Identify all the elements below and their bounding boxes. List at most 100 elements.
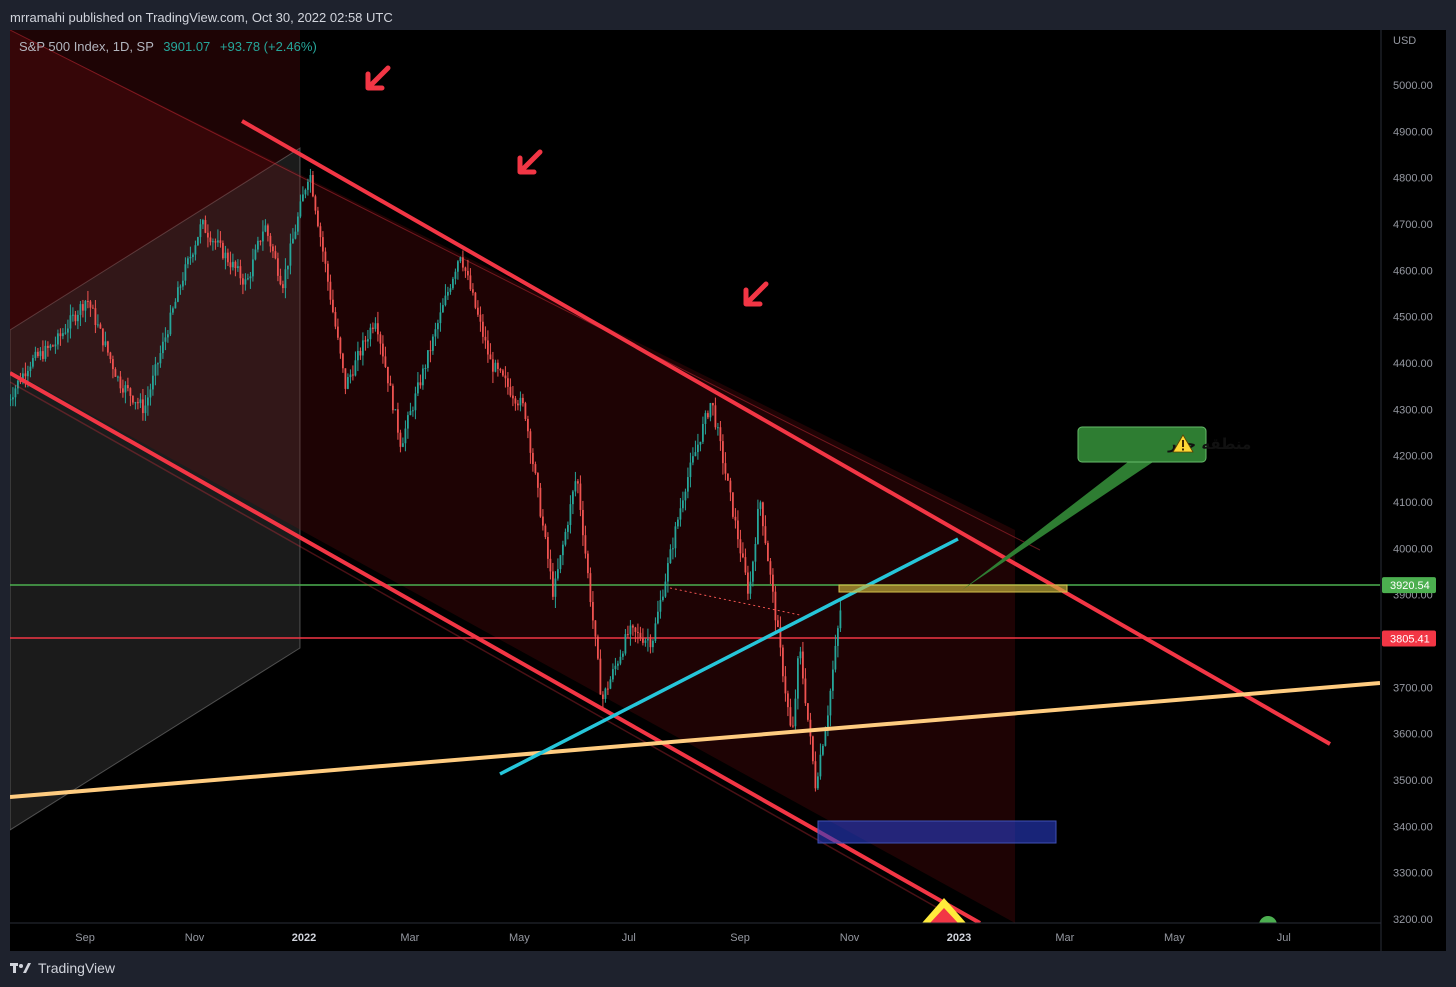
candle-body (667, 563, 669, 582)
candle-body (312, 175, 314, 197)
candle-body (604, 688, 607, 700)
time-tick-label: 2022 (292, 932, 316, 944)
time-tick-label: May (509, 932, 530, 944)
price-tick-label: 4200.00 (1393, 451, 1433, 463)
candle-body (199, 224, 202, 238)
candle-body (652, 640, 654, 648)
candle-body (547, 536, 549, 559)
candle-body (134, 402, 137, 404)
candle-body (719, 427, 722, 442)
candle-body (627, 634, 629, 636)
candle-body (672, 548, 674, 550)
candle-body (227, 252, 229, 263)
candle-body (427, 350, 429, 369)
candle-body (692, 456, 694, 463)
candle-body (639, 632, 642, 639)
candle-body (514, 398, 517, 404)
tradingview-logo-icon (10, 963, 31, 973)
candle-body (29, 366, 32, 371)
candle-body (697, 444, 699, 453)
candle-body (752, 561, 754, 582)
price-axis[interactable]: 5000.00 4900.00 4800.00 4700.00 4600.00 4500.… (1393, 80, 1433, 926)
candle-body (782, 647, 784, 677)
candle-body (394, 409, 397, 411)
candle-body (402, 443, 404, 447)
green-dot-marker (1259, 916, 1277, 923)
candle-body (649, 639, 652, 648)
candle-body (222, 242, 224, 259)
candle-body (129, 388, 132, 396)
candle-body (784, 676, 787, 694)
candle-body (832, 669, 834, 691)
candle-body (529, 431, 532, 453)
candle-body (207, 232, 209, 238)
candle-body (709, 403, 712, 418)
candle-body (747, 572, 749, 594)
candle-body (382, 343, 384, 357)
candle-body (147, 397, 149, 406)
candle-body (829, 690, 832, 716)
candle-body (517, 403, 519, 406)
candle-body (457, 261, 459, 272)
candle-body (662, 596, 664, 601)
candle-body (467, 270, 469, 276)
candle-body (434, 329, 437, 337)
candle-body (694, 452, 697, 457)
candle-body (817, 776, 819, 789)
candle-body (42, 351, 44, 359)
candle-body (772, 574, 774, 592)
time-tick-label: Sep (75, 932, 95, 944)
candle-body (324, 251, 327, 264)
candle-body (722, 441, 724, 464)
tradingview-logo[interactable]: TradingView (10, 960, 115, 976)
candle-body (94, 308, 97, 325)
candle-body (369, 327, 372, 340)
time-tick-label: Mar (400, 932, 419, 944)
candle-body (764, 526, 767, 544)
candle-body (102, 328, 104, 346)
candle-body (314, 196, 317, 211)
candle-body (449, 288, 452, 292)
price-tick-label: 4900.00 (1393, 126, 1433, 138)
candle-body (89, 301, 92, 308)
candle-body (82, 304, 84, 311)
candle-body (279, 275, 282, 285)
candle-body (202, 220, 204, 225)
candle-body (387, 366, 389, 384)
candle-body (299, 201, 302, 217)
price-tag: 3805.41 (1382, 630, 1436, 647)
candle-body (674, 526, 677, 549)
candle-body (417, 382, 419, 394)
time-axis[interactable]: Sep Nov 2022 Mar May Jul Sep Nov 2023 Mar May Jul (75, 932, 1291, 944)
candle-body (557, 569, 559, 579)
candle-body (679, 508, 682, 520)
candle-body (499, 368, 502, 371)
price-tick-label: 4500.00 (1393, 312, 1433, 324)
candle-body (182, 280, 184, 287)
candle-body (682, 500, 684, 509)
candle-body (267, 225, 269, 236)
chart-canvas[interactable]: منطقه حذر USD 5000.00 4900.00 4800.00 4700.… (10, 30, 1446, 951)
candle-body (49, 345, 52, 348)
candle-body (567, 524, 569, 532)
caution-callout[interactable]: منطقه حذر (1077, 426, 1251, 463)
candle-body (364, 340, 367, 342)
candle-body (589, 573, 592, 602)
candle-body (554, 578, 557, 597)
candle-body (169, 312, 172, 335)
chart-area[interactable]: منطقه حذر USD 5000.00 4900.00 4800.00 4700.… (10, 30, 1446, 951)
price-tick-label: 4000.00 (1393, 543, 1433, 555)
candle-body (599, 658, 602, 695)
candle-body (472, 289, 474, 293)
candle-body (419, 382, 422, 386)
tradingview-brand: TradingView (38, 960, 116, 976)
candle-body (244, 279, 247, 285)
candle-body (32, 358, 34, 367)
symbol-name[interactable]: S&P 500 Index, 1D, SP (19, 39, 154, 54)
time-tick-label: Nov (840, 932, 860, 944)
candle-body (704, 413, 707, 424)
candle-body (59, 333, 62, 337)
price-tick-label: 4800.00 (1393, 173, 1433, 185)
candle-body (824, 730, 827, 746)
dotted-connector (669, 587, 801, 616)
